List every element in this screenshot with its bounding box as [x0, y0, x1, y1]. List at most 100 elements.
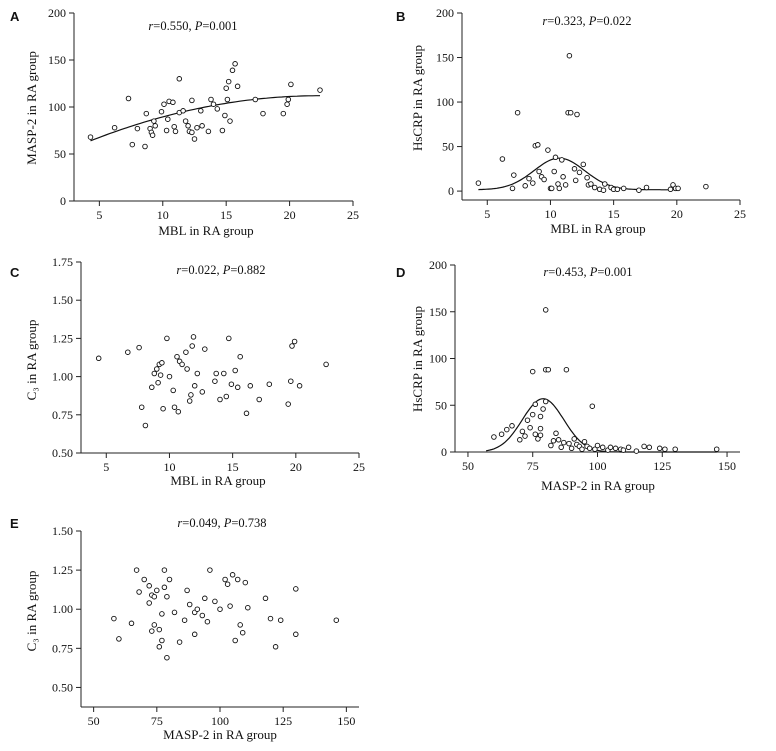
panel-a-ticks: 5 10 15 20 25 0 50 100 150 200 — [48, 6, 359, 222]
panel-a-data-point — [208, 96, 214, 103]
panel-c-data-point — [199, 389, 206, 395]
panel-a-data-point — [219, 127, 226, 134]
panel-c-stat-r-symbol: r — [176, 263, 181, 277]
panel-e-data-point — [171, 609, 178, 616]
panel-d-xtick-label: 125 — [653, 459, 671, 473]
panel-b-data-point — [571, 166, 578, 172]
panel-c-data-point — [291, 338, 298, 345]
panel-b-ytick-label: 150 — [436, 51, 454, 65]
panel-a-xtick-label: 25 — [347, 208, 359, 222]
panel-c-xtick-label: 5 — [103, 460, 109, 474]
panel-e-ylabel: C₃ in RA group — [24, 571, 39, 652]
panel-d-data-point — [579, 446, 585, 452]
panel-d-data-point — [561, 439, 567, 446]
panel-d-data-point — [625, 444, 632, 451]
panel-e-ytick-label: 1.50 — [52, 524, 73, 538]
panel-c-data-point — [212, 378, 218, 384]
panel-b-stat-r-symbol: r — [542, 14, 547, 28]
panel-e-data-point — [164, 654, 170, 661]
panel-a-ytick-label: 200 — [48, 6, 66, 20]
panel-a-data-point — [161, 101, 167, 107]
panel-e-data-point — [293, 631, 299, 638]
panel-e-data-point — [191, 631, 198, 638]
panel-b-xtick-label: 10 — [544, 207, 556, 221]
panel-c-data-point — [174, 353, 180, 360]
panel-a-data-point — [198, 108, 204, 114]
panel-c-data-point — [189, 343, 195, 349]
panel-b-ytick-label: 50 — [442, 140, 454, 154]
panel-a-data-point — [225, 78, 232, 85]
panel-b-ytick-label: 200 — [436, 6, 454, 20]
panel-e-data-point — [222, 576, 228, 583]
panel-e-ytick-label: 0.50 — [52, 680, 73, 694]
panel-a-data-point — [158, 108, 165, 115]
panel-e-data-point — [277, 617, 284, 623]
panel-d-stat: r=0.453, P=0.001 — [543, 265, 632, 279]
panel-b-data-point — [572, 177, 579, 184]
panel-d-data-point — [633, 448, 640, 454]
panel-b-data-point — [545, 147, 551, 153]
panel-a-ylabel: MASP-2 in RA group — [24, 51, 39, 165]
panel-a-data-point — [185, 123, 191, 129]
panel-a-data-point — [151, 118, 157, 124]
panel-e-data-point — [207, 567, 213, 573]
panel-a-xtick-label: 10 — [157, 208, 169, 222]
panel-b-data-point — [551, 168, 557, 175]
panel-a-data-point — [234, 83, 241, 90]
panel-d-data-point — [524, 417, 531, 423]
panel-a-data-point — [214, 106, 221, 112]
panel-e-data-point — [133, 567, 140, 573]
panel-d-ytick-label: 0 — [441, 445, 447, 459]
panel-a-data-point — [125, 95, 132, 102]
panel-b-data-point — [643, 184, 650, 191]
panel-e-data-point — [151, 593, 158, 600]
panel-b-data-point — [670, 182, 676, 188]
panel-e-data-point — [232, 637, 238, 644]
panel-e-stat-p-symbol: P — [223, 516, 232, 530]
panel-e-data-point — [146, 583, 152, 589]
panel-e-stat-r-value: =0.049, — [182, 516, 223, 530]
panel-a-xlabel: MBL in RA group — [158, 223, 253, 238]
panel-d-stat-r-value: =0.453, — [548, 265, 589, 279]
panel-c-data-point — [234, 384, 241, 391]
panel-c-ytick-label: 1.75 — [52, 255, 73, 269]
panel-a-data-point — [210, 101, 217, 107]
panel-a-xtick-label: 15 — [220, 208, 232, 222]
panel-a-data-point — [180, 108, 186, 114]
panel-e-data-point — [128, 620, 135, 627]
panel-c-data-point — [142, 422, 149, 429]
panel-a-data-point — [199, 123, 205, 129]
panel-b-data-point — [499, 156, 506, 162]
panel-b-data-point — [588, 181, 594, 187]
panel-d-fit-curve — [485, 398, 717, 453]
panel-b-data-point — [530, 180, 536, 186]
panel-c-data-point — [166, 373, 173, 380]
panel-d-data-point — [589, 403, 596, 409]
panel-e-data-point — [245, 604, 251, 611]
panel-d-data-point — [646, 444, 653, 451]
panel-d-data-point — [662, 446, 668, 452]
panel-a-data-point — [227, 118, 233, 124]
panel-a-data-point — [285, 96, 292, 103]
panel-e-stat: r=0.049, P=0.738 — [177, 516, 266, 530]
panel-d-data-point — [594, 442, 601, 449]
panel-e-data-point — [199, 612, 206, 619]
panel-d-data-point — [558, 444, 564, 451]
panel-c-data-point — [226, 335, 232, 342]
panel-c-data-point — [164, 335, 170, 342]
panel-b-points — [475, 52, 709, 193]
panel-c-data-point — [157, 372, 164, 378]
panel-e-data-point — [136, 589, 142, 595]
panel-b-xlabel: MBL in RA group — [550, 221, 645, 236]
panel-c-data-point — [228, 381, 235, 387]
panel-d-data-point — [550, 438, 557, 444]
panel-c-ylabel: C₃ in RA group — [24, 320, 39, 401]
panel-a-ytick-label: 50 — [54, 147, 66, 161]
panel-e-data-point — [159, 611, 165, 617]
panel-e-ytick-label: 1.25 — [52, 563, 73, 577]
panel-e-data-point — [212, 598, 218, 605]
panel-e-data-point — [217, 606, 223, 612]
panel-a-xtick-label: 5 — [96, 208, 102, 222]
panel-b-data-point — [560, 174, 566, 180]
panel-a-data-point — [111, 124, 118, 131]
